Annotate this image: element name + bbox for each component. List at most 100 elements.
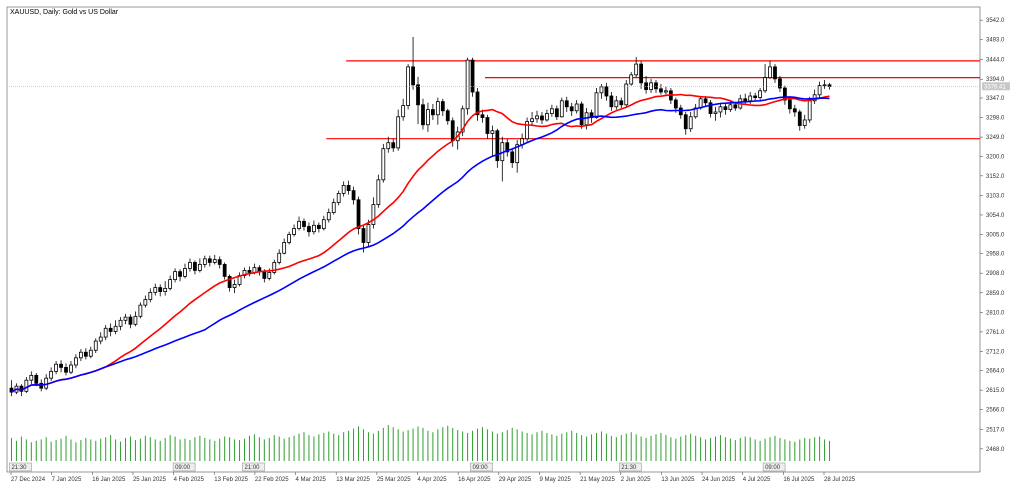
candle (386, 136, 391, 153)
bear-candle-body (619, 100, 624, 106)
candle (282, 238, 287, 255)
bear-candle-body (564, 100, 569, 108)
candle (604, 82, 609, 101)
bear-candle-body (83, 351, 88, 357)
bull-candle-body (802, 119, 807, 126)
candle (460, 105, 465, 136)
candle (302, 218, 306, 231)
candle (614, 96, 619, 110)
moving-average-line (11, 96, 830, 393)
candle (173, 268, 177, 283)
candle (792, 104, 797, 117)
candle (416, 76, 420, 124)
candle (510, 147, 515, 168)
price-tick-label: 2566.0 (986, 408, 1005, 414)
bull-candle-body (376, 179, 381, 205)
price-tick-label: 3444.0 (986, 57, 1005, 63)
candle (326, 208, 331, 223)
candle (723, 103, 728, 115)
bull-candle-body (297, 220, 301, 229)
bear-candle-body (346, 185, 351, 191)
bull-candle-body (435, 101, 440, 116)
bear-candle-body (480, 114, 485, 118)
candle (341, 181, 346, 197)
volume-bars (10, 425, 831, 461)
time-tick-label: 16 Apr 2025 (458, 477, 491, 483)
candle (431, 103, 435, 120)
candle (49, 367, 54, 381)
candle (29, 371, 34, 385)
candle (217, 256, 222, 269)
time-tick-label: 16 Jan 2025 (92, 477, 126, 483)
bear-candle-body (445, 110, 450, 122)
time-tick-label: 25 Jan 2025 (133, 477, 167, 483)
bear-candle-body (356, 199, 361, 229)
candle (163, 281, 168, 296)
candle (79, 349, 83, 362)
bull-candle-body (426, 109, 430, 126)
bull-candle-body (202, 258, 207, 265)
candle (564, 96, 569, 112)
candle (683, 111, 688, 135)
bear-candle-body (247, 270, 252, 273)
bear-candle-body (773, 66, 777, 80)
bull-candle-body (366, 224, 371, 243)
candle (495, 128, 500, 168)
candle (197, 258, 202, 273)
time-tick-label: 9 May 2025 (539, 477, 571, 483)
bull-candle-body (183, 268, 187, 277)
bull-candle-body (515, 144, 520, 164)
bull-candle-body (629, 74, 634, 85)
bull-candle-body (381, 148, 386, 181)
bull-candle-body (24, 379, 29, 392)
time-tick-label: 25 Mar 2025 (377, 477, 411, 483)
candle (659, 84, 663, 95)
bull-candle-body (88, 349, 93, 357)
candle (183, 263, 187, 279)
time-marker-box (762, 462, 786, 472)
moving-averages (11, 93, 830, 393)
bull-candle-body (530, 118, 534, 122)
candle (619, 97, 624, 108)
bull-candle-body (386, 142, 391, 150)
candle (292, 224, 296, 237)
price-tick-label: 3542.0 (986, 18, 1005, 24)
current-price-badge: 3376.41 (982, 82, 1010, 91)
bear-candle-body (659, 88, 663, 93)
candle (515, 139, 520, 173)
time-marker: 21:30 (9, 462, 32, 472)
candle (98, 332, 103, 345)
bear-candle-body (753, 95, 758, 99)
price-tick-label: 3493.0 (986, 38, 1005, 44)
bear-candle-body (733, 104, 738, 109)
bull-candle-body (341, 185, 346, 194)
candle (391, 138, 396, 152)
bear-candle-body (217, 259, 222, 265)
candle (202, 255, 207, 268)
candle (609, 92, 614, 111)
bull-candle-body (282, 242, 287, 254)
bear-candle-body (9, 387, 14, 393)
bull-candle-body (163, 287, 168, 292)
candle (773, 64, 777, 83)
time-marker: 09:00 (172, 462, 196, 472)
candle (579, 101, 584, 129)
candle (242, 267, 247, 279)
bull-candle-body (312, 224, 316, 233)
candle (569, 102, 574, 116)
bear-candle-body (158, 287, 163, 292)
bear-candle-body (778, 78, 782, 89)
candle (188, 258, 192, 272)
candle (371, 197, 376, 229)
candle (485, 114, 490, 139)
bull-candle-body (143, 299, 148, 306)
candle (74, 354, 78, 369)
candle (817, 81, 822, 99)
bull-candle-body (44, 377, 49, 389)
candle (193, 260, 197, 275)
price-tick-label: 2517.0 (986, 427, 1005, 433)
candle (708, 99, 713, 118)
time-marker-box (172, 462, 196, 472)
